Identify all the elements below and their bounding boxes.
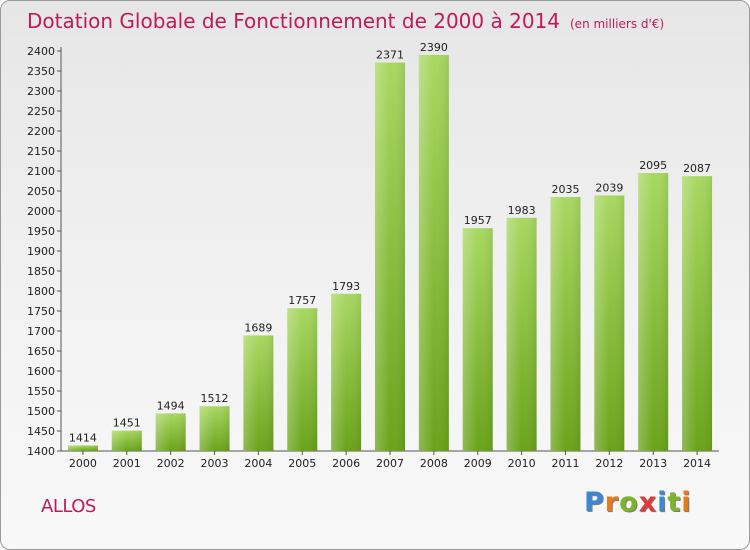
bar-value-label: 1414	[69, 431, 97, 444]
y-tick-label: 1700	[27, 325, 55, 338]
chart-title: Dotation Globale de Fonctionnement de 20…	[27, 9, 664, 33]
y-tick-label: 2200	[27, 125, 55, 138]
y-tick-label: 2150	[27, 145, 55, 158]
bar-shade	[331, 293, 362, 451]
logo-letter: P	[584, 487, 605, 518]
y-tick-label: 1900	[27, 245, 55, 258]
y-tick-label: 2050	[27, 185, 55, 198]
bar-value-label: 1451	[113, 417, 141, 430]
y-tick-label: 1950	[27, 225, 55, 238]
bar-value-label: 1689	[244, 321, 272, 334]
x-tick-label: 2014	[683, 457, 711, 470]
bar-shade	[155, 413, 186, 451]
bar-value-label: 1983	[508, 204, 536, 217]
bar-value-label: 2087	[683, 162, 711, 175]
y-tick-label: 1500	[27, 405, 55, 418]
y-axis: 1400 1450 1500 1550 1600 1650 1700 1750 1800 1850…	[27, 45, 62, 458]
bar-shade	[418, 55, 449, 451]
bar-shade	[375, 62, 405, 451]
y-tick-label: 1600	[27, 365, 55, 378]
logo-letter: i	[681, 487, 692, 518]
x-tick-label: 2005	[288, 457, 316, 470]
bar-value-label: 2095	[639, 159, 667, 172]
y-tick-label: 1400	[27, 445, 55, 458]
x-tick-label: 2013	[639, 457, 667, 470]
bar-shade	[550, 197, 581, 451]
bar-shade	[243, 335, 274, 451]
x-tick-label: 2004	[244, 457, 272, 470]
bar-value-label: 2371	[376, 49, 404, 62]
bar-shade	[506, 217, 537, 451]
bar-value-label: 2390	[420, 41, 448, 54]
y-tick-label: 2300	[27, 85, 55, 98]
bar-value-label: 2035	[551, 183, 579, 196]
logo-letter: x	[638, 487, 658, 518]
bar-shade	[462, 228, 493, 451]
bar-value-label: 1757	[288, 294, 316, 307]
chart-title-text: Dotation Globale de Fonctionnement de 20…	[27, 9, 560, 33]
bar-shade	[594, 195, 625, 451]
logo-letter: r	[604, 487, 620, 518]
logo-letter: i	[657, 487, 668, 518]
bar-shade	[67, 445, 98, 451]
y-tick-label: 1650	[27, 345, 55, 358]
y-tick-label: 1550	[27, 385, 55, 398]
data-labels: 1414 1451 1494 1512 1689 1757 1793 2371 2390 1957…	[69, 41, 711, 444]
x-tick-label: 2010	[508, 457, 536, 470]
y-tick-label: 2350	[27, 65, 55, 78]
x-tick-label: 2007	[376, 457, 404, 470]
bar-shade	[111, 430, 142, 451]
bar-value-label: 1494	[157, 399, 185, 412]
y-tick-label: 1750	[27, 305, 55, 318]
bar-value-label: 2039	[595, 181, 623, 194]
x-tick-label: 2012	[595, 457, 623, 470]
bar-shade	[199, 406, 230, 451]
bar-shade	[287, 308, 318, 451]
bar-value-label: 1512	[201, 392, 229, 405]
logo-letter: t	[667, 487, 682, 518]
y-tick-label: 1850	[27, 265, 55, 278]
x-tick-label: 2001	[113, 457, 141, 470]
x-axis: 2000 2001 2002 2003 2004 2005 2006 2007 2008 2009…	[61, 450, 719, 470]
x-tick-label: 2003	[201, 457, 229, 470]
x-tick-label: 2009	[464, 457, 492, 470]
x-tick-label: 2008	[420, 457, 448, 470]
y-tick-label: 2250	[27, 105, 55, 118]
x-tick-label: 2000	[69, 457, 97, 470]
bar-shade	[638, 173, 669, 451]
proxiti-logo[interactable]: Proxiti	[584, 487, 692, 518]
y-tick-label: 2100	[27, 165, 55, 178]
bars	[67, 55, 713, 451]
x-tick-label: 2006	[332, 457, 360, 470]
place-name: ALLOS	[41, 496, 96, 517]
y-tick-label: 2000	[27, 205, 55, 218]
y-tick-label: 1800	[27, 285, 55, 298]
logo-letter: o	[619, 487, 639, 518]
y-tick-label: 1450	[27, 425, 55, 438]
y-tick-label: 2400	[27, 45, 55, 58]
chart-unit: (en milliers d'€)	[570, 17, 665, 31]
bar-value-label: 1957	[464, 214, 492, 227]
bar-shade	[682, 176, 713, 451]
x-tick-label: 2002	[157, 457, 185, 470]
bar-value-label: 1793	[332, 280, 360, 293]
x-tick-label: 2011	[551, 457, 579, 470]
